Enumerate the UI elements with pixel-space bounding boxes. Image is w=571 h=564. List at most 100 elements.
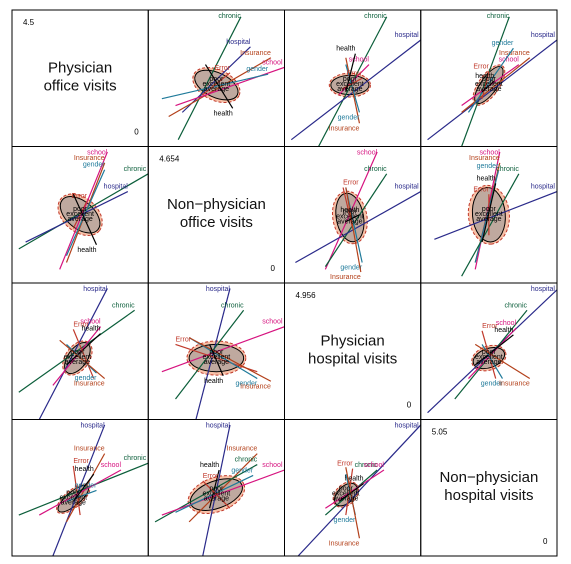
hypothesis-label-health: health bbox=[77, 247, 96, 254]
hypothesis-line-error bbox=[72, 200, 88, 229]
hypothesis-label-gender: gender bbox=[334, 517, 356, 524]
hypothesis-label-chronic: chronic bbox=[504, 302, 527, 309]
level-label-poor: poor bbox=[209, 349, 224, 356]
level-label-excellent: excellent bbox=[203, 81, 231, 88]
hypothesis-line-gender bbox=[161, 73, 269, 100]
hypothesis-line-school bbox=[325, 469, 385, 509]
hypothesis-label-error: Error bbox=[473, 186, 489, 193]
hypothesis-label-school: school bbox=[496, 320, 517, 327]
hypothesis-label-gender: gender bbox=[235, 381, 257, 388]
hypothesis-line-chronic bbox=[461, 16, 510, 147]
level-label-excellent: excellent bbox=[64, 354, 92, 361]
diagonal-variable-name-line: Physician bbox=[48, 59, 112, 76]
hypothesis-line-chronic bbox=[461, 173, 520, 277]
hypothesis-label-gender: gender bbox=[338, 114, 360, 121]
hypothesis-line-error bbox=[72, 329, 95, 379]
level-label-average: average bbox=[337, 218, 362, 225]
level-label-poor: poor bbox=[343, 208, 358, 215]
hypothesis-line-insurance bbox=[188, 453, 258, 523]
hypothesis-label-hospital: hospital bbox=[226, 39, 251, 46]
hypothesis-label-chronic: chronic bbox=[355, 462, 378, 469]
level-label-poor: poor bbox=[66, 490, 81, 497]
panels-layer: chronic hospital Insurance school gender Erro… bbox=[18, 13, 557, 556]
hypothesis-label-hospital: hospital bbox=[531, 184, 556, 191]
level-label-excellent: excellent bbox=[203, 354, 231, 361]
hypothesis-label-insurance: Insurance bbox=[329, 125, 360, 132]
diagonal-min-label: 0 bbox=[271, 264, 276, 273]
hypothesis-label-school: school bbox=[262, 59, 283, 66]
hypothesis-line-health bbox=[204, 64, 234, 109]
hypothesis-line-insurance bbox=[59, 339, 106, 380]
hypothesis-line-health bbox=[72, 473, 95, 502]
level-label-excellent: excellent bbox=[336, 213, 364, 220]
hypothesis-line-error bbox=[202, 480, 231, 509]
hypothesis-label-health: health bbox=[344, 476, 363, 483]
hypothesis-label-hospital: hospital bbox=[395, 184, 420, 191]
level-label-excellent: excellent bbox=[475, 354, 503, 361]
hypothesis-line-health bbox=[481, 183, 497, 243]
hypothesis-label-insurance: Insurance bbox=[74, 446, 105, 453]
hypothesis-label-insurance: Insurance bbox=[330, 274, 361, 281]
diagonal-max-label: 5.05 bbox=[432, 428, 448, 437]
hypothesis-line-chronic bbox=[177, 16, 242, 140]
level-label-average: average bbox=[204, 359, 229, 366]
hypothesis-label-chronic: chronic bbox=[364, 166, 387, 173]
hypothesis-line-gender bbox=[345, 64, 361, 113]
hypothesis-label-school: school bbox=[262, 462, 283, 469]
hypothesis-label-gender: gender bbox=[481, 381, 503, 388]
hypothesis-label-error: Error bbox=[176, 336, 192, 343]
hypothesis-label-school: school bbox=[87, 150, 108, 157]
hypothesis-line-chronic bbox=[324, 173, 388, 267]
level-label-average: average bbox=[204, 86, 229, 93]
hypothesis-line-health bbox=[481, 80, 495, 93]
level-label-excellent: excellent bbox=[59, 495, 87, 502]
hypothesis-label-school: school bbox=[262, 319, 283, 326]
hypothesis-label-chronic: chronic bbox=[124, 166, 147, 173]
diagonal-variable-name-line: Non−physician bbox=[167, 196, 266, 213]
hypothesis-line-error bbox=[341, 77, 363, 90]
level-label-average: average bbox=[204, 496, 229, 503]
hypothesis-label-hospital: hospital bbox=[81, 423, 106, 430]
hypothesis-label-error: Error bbox=[73, 458, 89, 465]
level-label-poor: poor bbox=[209, 486, 224, 493]
hypothesis-label-error: Error bbox=[73, 321, 89, 328]
hypothesis-line-error bbox=[481, 71, 490, 99]
diagonal-max-label: 4.654 bbox=[159, 155, 180, 164]
level-label-excellent: excellent bbox=[332, 491, 360, 498]
hypothesis-line-health bbox=[72, 194, 98, 246]
hypothesis-label-school: school bbox=[499, 57, 520, 64]
hypothesis-label-health: health bbox=[475, 73, 494, 80]
hypothesis-label-school: school bbox=[357, 150, 378, 157]
diagonal-max-label: 4.5 bbox=[23, 18, 35, 27]
hypothesis-line-error bbox=[345, 468, 354, 516]
level-label-poor: poor bbox=[343, 76, 358, 83]
hypothesis-label-chronic: chronic bbox=[364, 13, 387, 20]
hypothesis-label-school: school bbox=[364, 462, 385, 469]
hypothesis-label-hospital: hospital bbox=[83, 286, 108, 293]
hypothesis-label-chronic: chronic bbox=[496, 166, 519, 173]
hypothesis-line-school bbox=[175, 66, 285, 107]
hypothesis-label-school: school bbox=[80, 319, 101, 326]
hypothesis-label-chronic: chronic bbox=[221, 302, 244, 309]
hypothesis-label-gender: gender bbox=[231, 467, 253, 474]
diagonal-variable-name-line: Non−physician bbox=[439, 469, 538, 486]
diagonal-min-label: 0 bbox=[407, 401, 412, 410]
hypothesis-line-chronic bbox=[18, 462, 149, 516]
hypothesis-label-error: Error bbox=[71, 193, 87, 200]
level-label-average: average bbox=[337, 86, 362, 93]
diagonal-variable-name-line: office visits bbox=[44, 77, 117, 94]
hypothesis-label-health: health bbox=[336, 46, 355, 53]
hypothesis-label-health: health bbox=[477, 175, 496, 182]
hypothesis-label-health: health bbox=[494, 327, 513, 334]
hypothesis-line-hospital bbox=[202, 424, 231, 556]
hypothesis-line-gender bbox=[467, 47, 514, 113]
hypothesis-line-hospital bbox=[25, 191, 129, 243]
hypothesis-label-gender: gender bbox=[492, 40, 514, 47]
hypothesis-line-school bbox=[338, 64, 370, 96]
